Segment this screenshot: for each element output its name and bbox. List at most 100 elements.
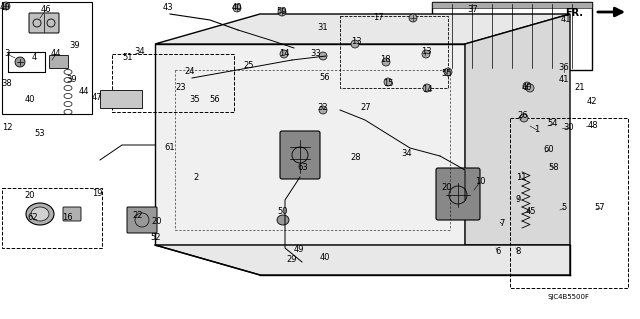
Bar xyxy=(2,2,92,114)
Text: 45: 45 xyxy=(525,207,536,217)
Text: 36: 36 xyxy=(559,63,570,72)
Circle shape xyxy=(520,114,528,122)
Text: 4: 4 xyxy=(31,54,36,63)
Text: 12: 12 xyxy=(2,123,12,132)
Text: 44: 44 xyxy=(51,49,61,58)
Text: 20: 20 xyxy=(442,183,452,192)
FancyBboxPatch shape xyxy=(49,56,68,69)
Text: 14: 14 xyxy=(422,85,432,94)
Text: 41: 41 xyxy=(561,16,572,25)
Text: 40: 40 xyxy=(320,254,330,263)
Text: 51: 51 xyxy=(123,54,133,63)
Text: 6: 6 xyxy=(495,248,500,256)
Text: 62: 62 xyxy=(28,213,38,222)
Text: 31: 31 xyxy=(317,24,328,33)
Circle shape xyxy=(423,84,431,92)
Circle shape xyxy=(444,68,452,76)
FancyBboxPatch shape xyxy=(436,168,480,220)
FancyBboxPatch shape xyxy=(127,207,157,233)
Text: 7: 7 xyxy=(499,219,505,228)
Circle shape xyxy=(319,106,327,114)
Ellipse shape xyxy=(26,203,54,225)
Text: 2: 2 xyxy=(193,174,198,182)
Polygon shape xyxy=(465,14,570,245)
Circle shape xyxy=(523,82,531,90)
Bar xyxy=(100,90,142,108)
Circle shape xyxy=(526,84,534,92)
Text: 15: 15 xyxy=(383,79,393,88)
Text: 61: 61 xyxy=(164,144,175,152)
Ellipse shape xyxy=(277,215,289,225)
Text: 28: 28 xyxy=(351,153,362,162)
Text: 50: 50 xyxy=(278,207,288,217)
Text: 56: 56 xyxy=(210,95,220,105)
Text: 11: 11 xyxy=(516,174,526,182)
Text: 43: 43 xyxy=(163,4,173,12)
Text: 13: 13 xyxy=(351,38,362,47)
Ellipse shape xyxy=(31,207,49,221)
Text: 17: 17 xyxy=(372,13,383,23)
Text: 24: 24 xyxy=(185,68,195,77)
Circle shape xyxy=(384,78,392,86)
Text: 18: 18 xyxy=(380,56,390,64)
Text: 32: 32 xyxy=(317,103,328,113)
Text: 44: 44 xyxy=(79,87,89,97)
Text: 13: 13 xyxy=(420,48,431,56)
Circle shape xyxy=(382,58,390,66)
Text: 55: 55 xyxy=(442,70,452,78)
Text: 1: 1 xyxy=(534,125,540,135)
Text: 49: 49 xyxy=(294,246,304,255)
Text: 47: 47 xyxy=(92,93,102,102)
Text: 40: 40 xyxy=(232,4,243,12)
Text: 39: 39 xyxy=(67,76,77,85)
Text: 59: 59 xyxy=(276,8,287,17)
Text: 53: 53 xyxy=(35,130,45,138)
Polygon shape xyxy=(155,245,570,275)
Text: 26: 26 xyxy=(518,112,528,121)
Text: 42: 42 xyxy=(587,98,597,107)
Text: 23: 23 xyxy=(176,84,186,93)
Circle shape xyxy=(422,50,430,58)
Text: 5: 5 xyxy=(561,204,566,212)
Text: 34: 34 xyxy=(134,48,145,56)
Circle shape xyxy=(2,2,10,10)
Text: 27: 27 xyxy=(361,103,371,113)
Text: 22: 22 xyxy=(132,211,143,220)
Bar xyxy=(432,2,592,70)
Text: 40: 40 xyxy=(25,95,35,105)
Text: 3: 3 xyxy=(4,49,10,58)
Text: 37: 37 xyxy=(468,5,478,14)
Text: 14: 14 xyxy=(279,49,289,58)
Text: 16: 16 xyxy=(61,213,72,222)
Text: 48: 48 xyxy=(588,122,598,130)
Polygon shape xyxy=(155,14,570,44)
Bar xyxy=(2,188,102,248)
Text: 20: 20 xyxy=(25,191,35,201)
Text: 38: 38 xyxy=(2,79,12,88)
Text: 40: 40 xyxy=(522,84,532,93)
Text: 63: 63 xyxy=(298,164,308,173)
Text: 25: 25 xyxy=(244,61,254,70)
FancyBboxPatch shape xyxy=(29,13,59,33)
Bar xyxy=(510,118,628,288)
Text: 52: 52 xyxy=(151,234,161,242)
FancyBboxPatch shape xyxy=(63,207,81,221)
Text: 10: 10 xyxy=(475,177,485,187)
Circle shape xyxy=(280,50,288,58)
Text: 56: 56 xyxy=(320,73,330,83)
Text: SJC4B5500F: SJC4B5500F xyxy=(547,294,589,300)
Text: FR.: FR. xyxy=(565,8,583,18)
Circle shape xyxy=(319,52,327,60)
Text: 46: 46 xyxy=(41,5,51,14)
Text: 60: 60 xyxy=(544,145,554,154)
Circle shape xyxy=(278,8,286,16)
Text: 39: 39 xyxy=(70,41,80,50)
Circle shape xyxy=(409,14,417,22)
Circle shape xyxy=(351,40,359,48)
Text: 41: 41 xyxy=(559,76,569,85)
Text: 9: 9 xyxy=(515,196,520,204)
Text: 40: 40 xyxy=(0,4,10,12)
Text: 21: 21 xyxy=(575,84,585,93)
Text: 57: 57 xyxy=(595,204,605,212)
Text: 8: 8 xyxy=(515,248,521,256)
